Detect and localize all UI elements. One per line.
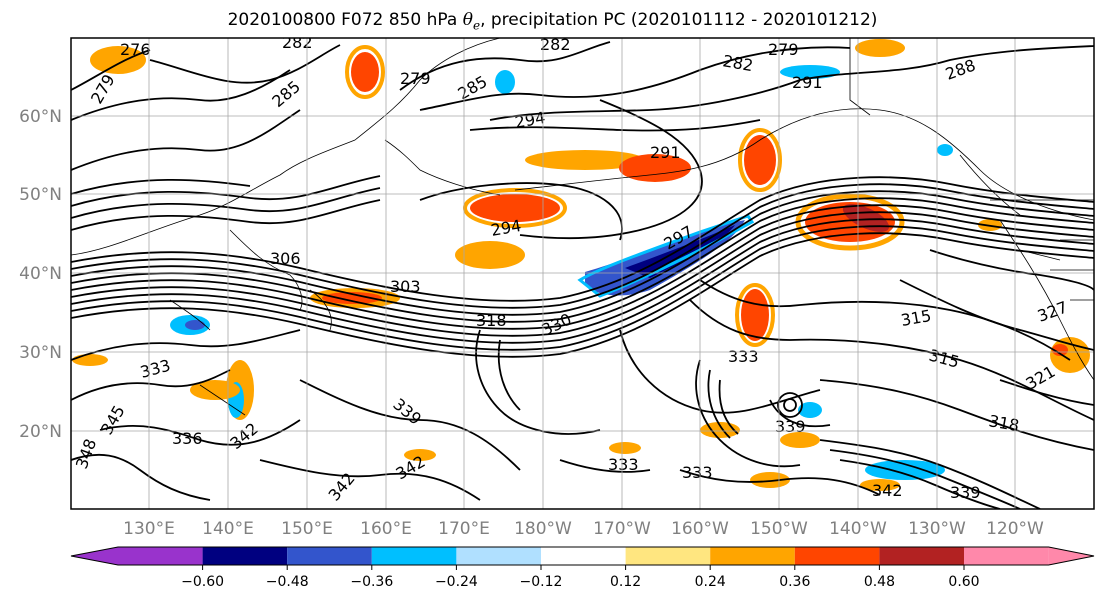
colorbar-tick-label: 0.12 <box>610 574 641 590</box>
latitude-labels: 60°N 50°N 40°N 30°N 20°N <box>19 107 62 442</box>
contour-label: 279 <box>768 40 799 59</box>
contour-label: 279 <box>400 69 431 88</box>
theta-e-contours <box>71 41 1094 509</box>
lon-label: 170°E <box>438 519 490 539</box>
contour-label: 333 <box>728 347 759 366</box>
lon-label: 140°E <box>202 519 254 539</box>
contour-label: 333 <box>682 463 713 482</box>
colorbar-tick-label: 0.24 <box>695 574 726 590</box>
precipitation-shading <box>72 39 1090 491</box>
gridlines <box>71 38 1094 509</box>
colorbar-segment <box>879 547 964 565</box>
colorbar-segment <box>794 547 880 565</box>
colorbar-outline <box>70 546 1095 566</box>
colorbar-segment <box>625 547 711 565</box>
lon-label: 150°W <box>750 519 808 539</box>
plot-area <box>71 38 1094 509</box>
colorbar-tick-label: −0.24 <box>435 574 478 590</box>
colorbar-segment <box>541 547 626 565</box>
plot-frame <box>70 37 1095 510</box>
colorbar-tick-label: 0.60 <box>948 574 979 590</box>
colorbar-segment <box>710 547 795 565</box>
contour-label: 342 <box>872 481 903 500</box>
lon-label: 150°E <box>281 519 333 539</box>
colorbar: −0.60 −0.48 −0.36 −0.24 −0.12 0.12 0.24 … <box>70 546 1095 590</box>
contour-label: 282 <box>540 35 571 54</box>
colorbar-segment <box>287 547 372 565</box>
contour-label: 333 <box>608 455 639 474</box>
lat-label-50n: 50°N <box>19 185 62 205</box>
colorbar-extend-high <box>1048 547 1094 565</box>
contour-label: 276 <box>120 40 151 59</box>
lat-label-30n: 30°N <box>19 343 62 363</box>
contour-label: 291 <box>650 143 681 162</box>
colorbar-extend-low <box>71 547 118 565</box>
contour-label: 339 <box>950 483 981 502</box>
lon-label: 160°W <box>671 519 729 539</box>
contour-label: 282 <box>282 33 313 52</box>
lat-label-60n: 60°N <box>19 107 62 127</box>
contour-label: 318 <box>476 311 507 330</box>
colorbar-tick-label: 0.36 <box>779 574 810 590</box>
colorbar-tick-label: 0.48 <box>864 574 895 590</box>
longitude-labels: 130°E 140°E 150°E 160°E 170°E 180°W 170°… <box>123 519 1044 539</box>
colorbar-tick-label: −0.12 <box>520 574 563 590</box>
lat-label-40n: 40°N <box>19 264 62 284</box>
contour-label: 306 <box>270 249 301 268</box>
contour-label: 339 <box>775 417 806 436</box>
colorbar-segment <box>202 547 288 565</box>
lon-label: 180°W <box>514 519 572 539</box>
colorbar-tick-label: −0.36 <box>350 574 393 590</box>
colorbar-tick-label: −0.60 <box>181 574 224 590</box>
colorbar-segment <box>964 547 1049 565</box>
colorbar-tick-label: −0.48 <box>266 574 309 590</box>
colorbar-segment <box>371 547 457 565</box>
lat-label-20n: 20°N <box>19 422 62 442</box>
contour-label: 291 <box>792 73 823 92</box>
lon-label: 120°W <box>986 519 1044 539</box>
colorbar-segment <box>456 547 541 565</box>
lon-label: 130°E <box>123 519 175 539</box>
lon-label: 130°W <box>908 519 966 539</box>
contour-label: 336 <box>172 429 203 448</box>
lon-label: 160°E <box>360 519 412 539</box>
contour-label: 303 <box>390 277 421 296</box>
colorbar-segment <box>118 547 203 565</box>
map-title: 2020100800 F072 850 hPa θe, precipitatio… <box>227 10 878 33</box>
lon-label: 170°W <box>593 519 651 539</box>
lon-label: 140°W <box>829 519 887 539</box>
